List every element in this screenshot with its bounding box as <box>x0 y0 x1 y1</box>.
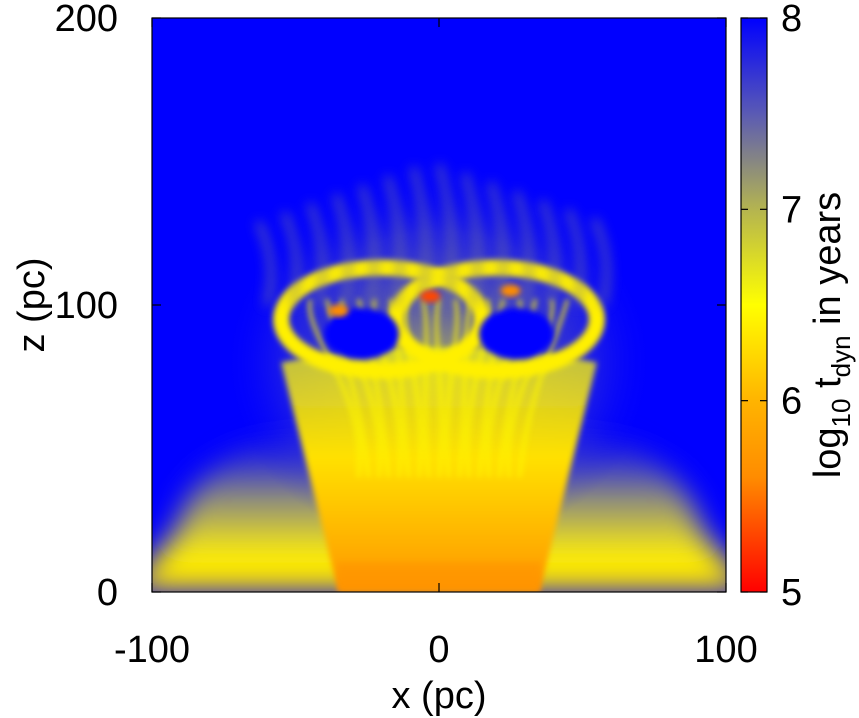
y-tick-label: 0 <box>97 572 118 614</box>
colorbar-tick-label: 6 <box>781 381 802 423</box>
upper-wisps <box>255 163 610 306</box>
colorbar-label-subdyn: dyn <box>826 335 856 377</box>
upper-wisp <box>565 208 584 306</box>
shell-peak <box>420 290 441 303</box>
colorbar-label: log10 tdyn in years <box>807 192 856 478</box>
colorbar-tick-label: 7 <box>781 189 802 231</box>
y-axis-label: z (pc) <box>11 258 53 353</box>
upper-wisp <box>307 202 326 306</box>
x-tick-label: 0 <box>428 629 449 671</box>
shell-peak <box>500 284 521 297</box>
upper-wisp <box>461 172 481 306</box>
colorbar-tick-label: 5 <box>781 572 802 614</box>
upper-wisp <box>281 211 300 306</box>
x-tick-label: -100 <box>114 629 190 671</box>
shell-arc <box>273 259 491 380</box>
colorbar-label-sub10: 10 <box>826 399 856 428</box>
x-axis-ticks: -100 0 100 <box>114 18 758 671</box>
upper-wisp <box>255 220 274 306</box>
upper-wisp <box>591 217 610 306</box>
shell-arc <box>387 259 605 380</box>
blue-cavity <box>479 307 554 360</box>
upper-wisp <box>358 184 378 306</box>
y-tick-label: 200 <box>55 0 118 40</box>
x-tick-label: 100 <box>694 629 757 671</box>
colorbar-label-log: log <box>807 427 849 478</box>
colorbar-tick-label: 8 <box>781 0 802 40</box>
blue-cavity <box>324 307 399 360</box>
colorbar-label-t: t <box>807 377 849 399</box>
upper-wisp <box>332 193 352 306</box>
colorbar-ticks: 5 6 7 8 <box>741 0 802 614</box>
shell-peak <box>328 304 349 317</box>
colorbar-label-tail: in years <box>807 192 849 336</box>
heatmap-area <box>152 18 726 592</box>
upper-wisp <box>384 175 404 306</box>
upper-wisp <box>513 190 533 306</box>
colorbar <box>740 17 768 593</box>
x-axis-label: x (pc) <box>392 675 487 717</box>
upper-wisp <box>410 166 429 306</box>
y-axis-ticks: 0 100 200 <box>55 0 726 614</box>
upper-wisp <box>539 199 559 306</box>
upper-wisp <box>436 163 455 306</box>
y-tick-label: 100 <box>55 285 118 327</box>
